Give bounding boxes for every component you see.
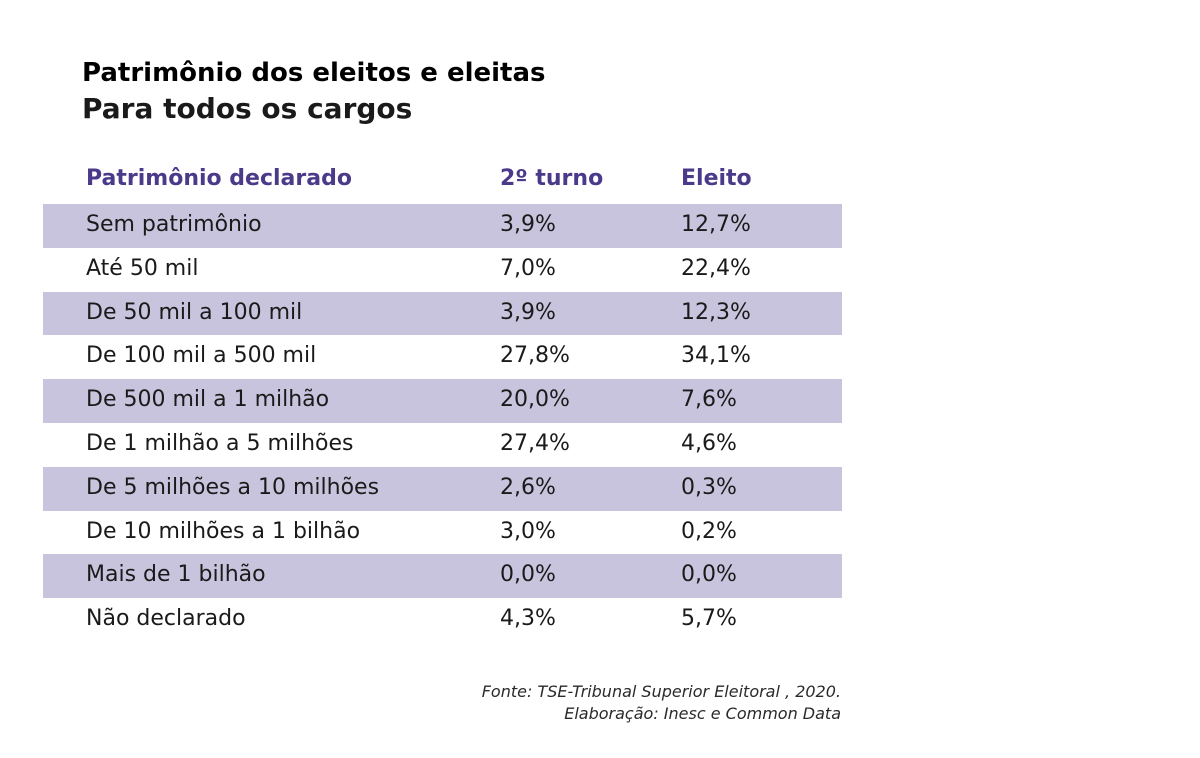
row-value-eleito: 34,1% bbox=[681, 343, 751, 369]
row-value-segundo-turno: 3,9% bbox=[500, 212, 556, 237]
table-row: Mais de 1 bilhão 0,0% 0,0% bbox=[43, 554, 842, 599]
row-value-eleito: 5,7% bbox=[681, 606, 737, 632]
row-value-segundo-turno: 27,4% bbox=[500, 430, 570, 456]
row-label: Sem patrimônio bbox=[86, 212, 262, 237]
table-row: De 10 milhões a 1 bilhão 3,0% 0,2% bbox=[43, 511, 842, 555]
credit-line: Elaboração: Inesc e Common Data bbox=[564, 704, 841, 723]
table-row: De 500 mil a 1 milhão 20,0% 7,6% bbox=[43, 379, 842, 423]
column-header-eleito: Eleito bbox=[681, 166, 752, 191]
row-label: Até 50 mil bbox=[86, 255, 199, 281]
table-row: Sem patrimônio 3,9% 12,7% bbox=[43, 204, 842, 248]
row-value-segundo-turno: 27,8% bbox=[500, 343, 570, 369]
source-note: Fonte: TSE-Tribunal Superior Eleitoral ,… bbox=[482, 681, 841, 725]
column-header-segundo-turno: 2º turno bbox=[500, 166, 604, 191]
column-header-patrimonio: Patrimônio declarado bbox=[86, 166, 352, 191]
row-label: De 100 mil a 500 mil bbox=[86, 343, 317, 369]
table-row: De 1 milhão a 5 milhões 27,4% 4,6% bbox=[43, 423, 842, 467]
row-value-segundo-turno: 3,0% bbox=[500, 518, 556, 544]
row-value-segundo-turno: 0,0% bbox=[500, 562, 556, 588]
row-value-eleito: 0,3% bbox=[681, 474, 737, 500]
row-label: Mais de 1 bilhão bbox=[86, 562, 266, 588]
table-row: De 50 mil a 100 mil 3,9% 12,3% bbox=[43, 291, 842, 336]
row-value-segundo-turno: 7,0% bbox=[500, 255, 556, 281]
table-header-row: Patrimônio declarado 2º turno Eleito bbox=[43, 160, 842, 204]
row-value-segundo-turno: 20,0% bbox=[500, 387, 570, 413]
row-value-segundo-turno: 2,6% bbox=[500, 474, 556, 500]
row-value-segundo-turno: 3,9% bbox=[500, 299, 556, 325]
data-table: Patrimônio declarado 2º turno Eleito Sem… bbox=[43, 160, 842, 642]
table-body: Sem patrimônio 3,9% 12,7% Até 50 mil 7,0% 22,… bbox=[43, 204, 842, 642]
table-row: Até 50 mil 7,0% 22,4% bbox=[43, 248, 842, 292]
chart-subtitle: Para todos os cargos bbox=[82, 92, 413, 125]
table-row: Não declarado 4,3% 5,7% bbox=[43, 598, 842, 642]
row-value-eleito: 12,3% bbox=[681, 299, 751, 325]
row-value-segundo-turno: 4,3% bbox=[500, 606, 556, 632]
row-label: De 50 mil a 100 mil bbox=[86, 299, 303, 325]
table-row: De 100 mil a 500 mil 27,8% 34,1% bbox=[43, 335, 842, 379]
source-line: Fonte: TSE-Tribunal Superior Eleitoral ,… bbox=[481, 682, 841, 701]
row-value-eleito: 0,2% bbox=[681, 518, 737, 544]
row-label: Não declarado bbox=[86, 606, 246, 632]
row-label: De 5 milhões a 10 milhões bbox=[86, 474, 380, 500]
chart-title: Patrimônio dos eleitos e eleitas bbox=[82, 58, 546, 88]
row-label: De 10 milhões a 1 bilhão bbox=[86, 518, 361, 544]
row-value-eleito: 7,6% bbox=[681, 387, 737, 413]
row-value-eleito: 22,4% bbox=[681, 255, 751, 281]
row-value-eleito: 12,7% bbox=[681, 212, 751, 237]
row-label: De 500 mil a 1 milhão bbox=[86, 387, 330, 413]
row-value-eleito: 4,6% bbox=[681, 430, 737, 456]
row-value-eleito: 0,0% bbox=[681, 562, 737, 588]
table-row: De 5 milhões a 10 milhões 2,6% 0,3% bbox=[43, 466, 842, 511]
row-label: De 1 milhão a 5 milhões bbox=[86, 430, 354, 456]
